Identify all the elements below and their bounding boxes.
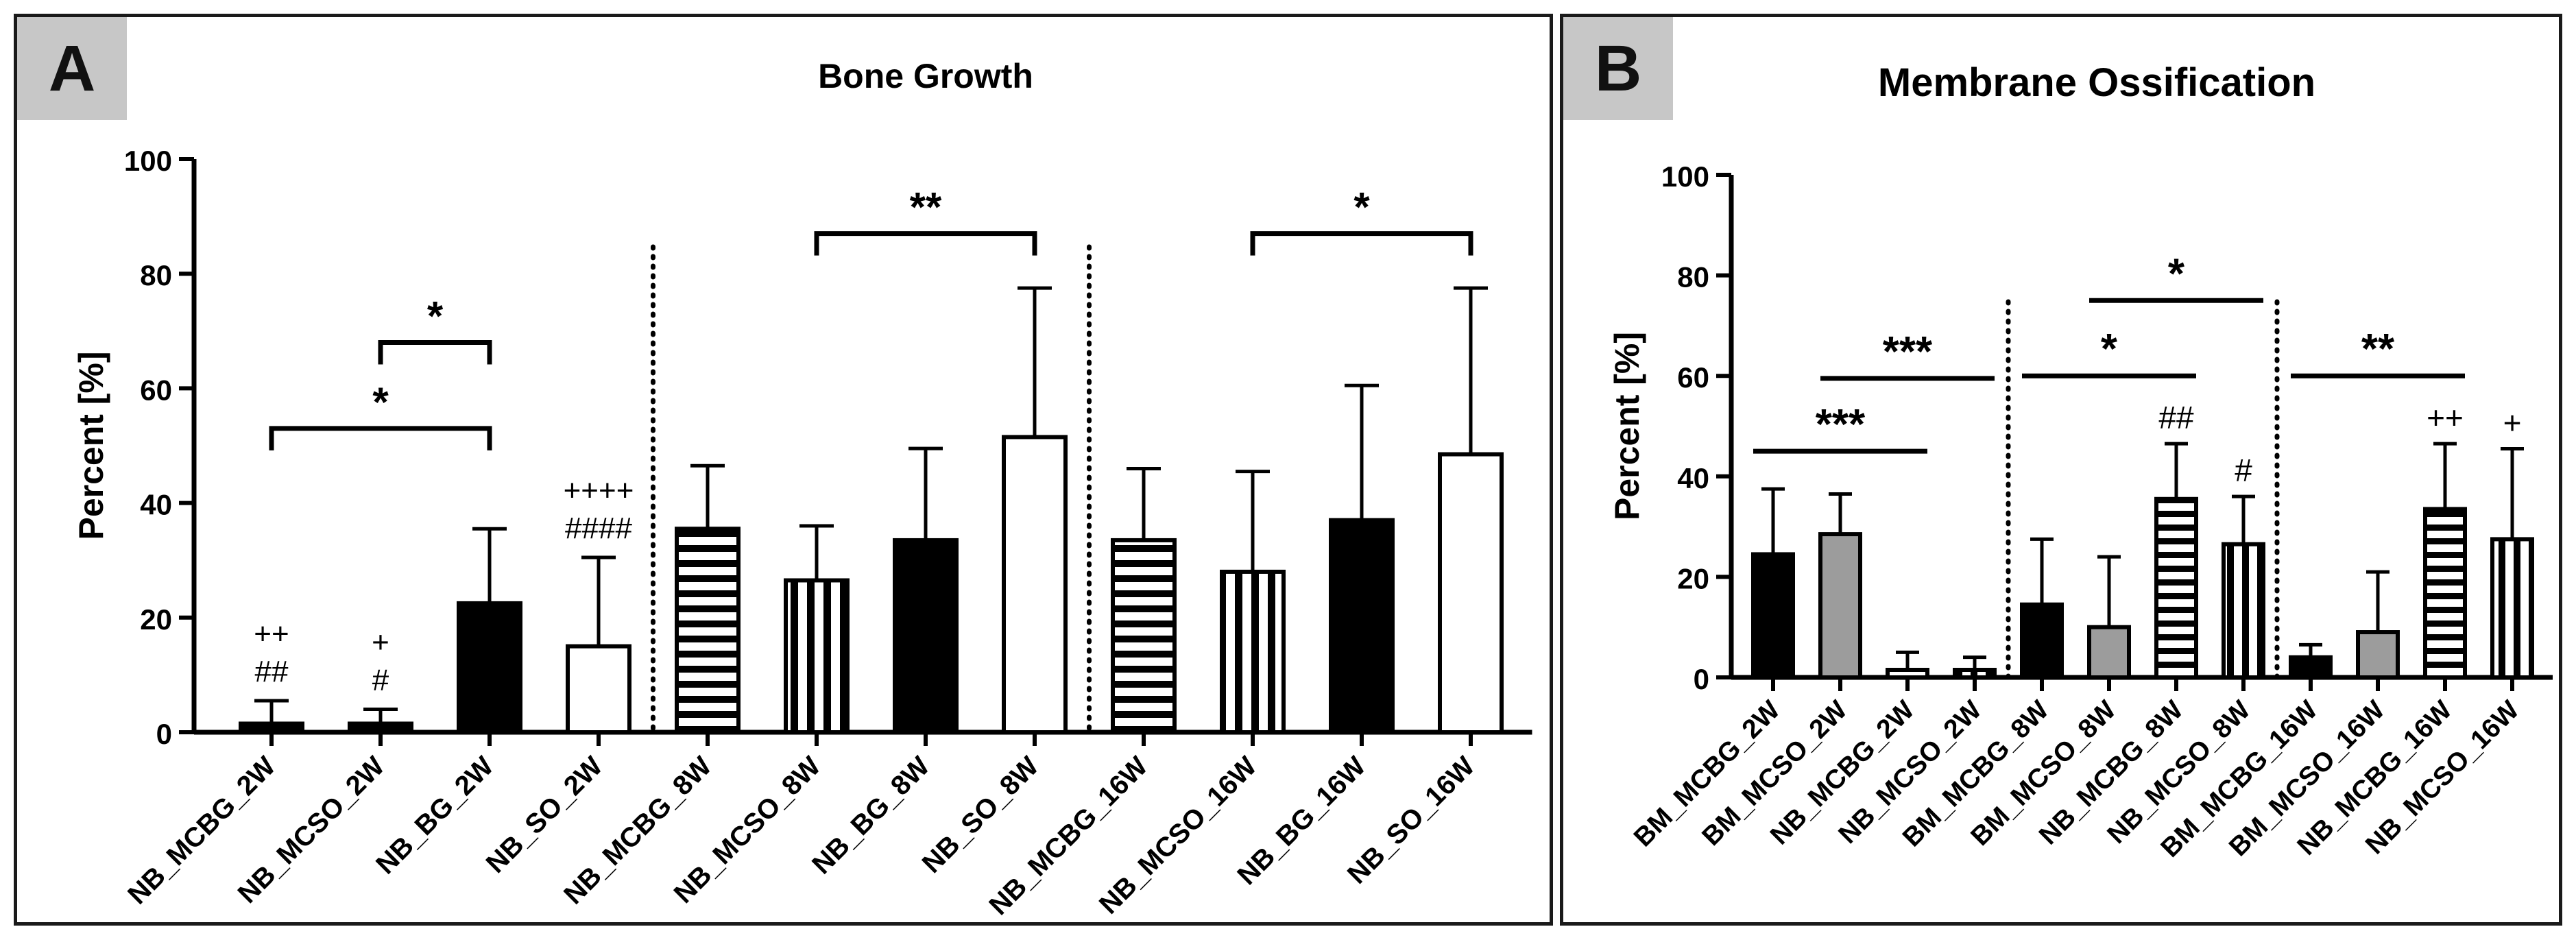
bar [1329,518,1395,734]
y-tick-label: 20 [140,603,172,636]
significance-marker: ## [2158,400,2194,435]
y-tick-label: 40 [1677,462,1709,494]
panel-b: Membrane Ossification 0 20 40 60 80 100 Percent… [1560,14,2562,926]
x-tick-label: NB_BG_8W [806,751,935,880]
significance-label: *** [1816,401,1866,448]
significance-label: *** [1883,328,1933,376]
bar [1886,668,1929,680]
panel-label-b: B [1563,17,1673,120]
significance-marker: #### [565,511,632,545]
y-tick-label: 80 [140,259,172,291]
y-axis-label: Percent [%] [72,351,110,540]
bar [2154,496,2198,679]
y-tick-label: 0 [1694,663,1709,695]
significance-label: * [427,293,444,339]
significance-bracket [378,340,492,365]
bar [1220,569,1286,734]
bar [1002,435,1068,735]
bar [239,721,304,734]
chart-title: Bone Growth [818,57,1033,95]
bar [2356,630,2400,680]
panel-label-a: A [17,17,127,120]
bar [784,578,850,735]
x-tick-label: NB_BG_2W [370,751,499,880]
bar [2423,507,2467,679]
membrane-ossification-chart: Membrane Ossification 0 20 40 60 80 100 Percent… [1608,60,2553,863]
significance-bracket [1250,231,1473,256]
significance-marker: + [2503,405,2522,440]
significance-label: * [2168,250,2185,298]
y-tick-label: 100 [124,145,172,177]
bar [675,527,741,734]
bar [1111,538,1177,734]
y-tick-label: 40 [140,489,172,521]
bar [1438,452,1504,734]
significance-label: * [2101,326,2118,373]
chart-title: Membrane Ossification [1878,60,2315,105]
significance-marker: # [372,664,389,697]
significance-label: * [372,379,389,425]
panel-a: Bone Growth 0 20 40 60 80 100 Percent [%] NB_MCB… [14,14,1553,926]
bar [1751,552,1795,679]
bar [348,721,413,734]
bar [2490,537,2534,679]
y-tick-label: 60 [140,374,172,406]
bar [2289,655,2333,679]
bar [1818,532,1862,679]
significance-label: * [1353,184,1370,230]
y-tick-label: 0 [156,718,172,750]
significance-bracket [269,426,492,450]
bar [2222,542,2265,679]
bar [1953,668,1997,680]
significance-bracket [814,231,1037,256]
bar [2020,602,2064,680]
y-tick-label: 60 [1677,361,1709,394]
significance-marker: ## [255,655,289,688]
significance-marker: + [372,626,389,660]
significance-marker: ++ [254,617,289,651]
bar [893,538,959,734]
bar [566,644,631,734]
y-tick-label: 20 [1677,562,1709,594]
y-tick-label: 80 [1677,261,1709,293]
significance-label: ** [2361,326,2395,373]
significance-marker: ++ [2427,400,2464,435]
bar [457,601,522,735]
y-tick-label: 100 [1661,160,1709,193]
significance-marker: ++++ [564,474,634,507]
significance-marker: # [2235,453,2252,488]
bar [2087,625,2131,680]
y-axis-label: Percent [%] [1608,332,1646,520]
significance-label: ** [910,184,942,230]
